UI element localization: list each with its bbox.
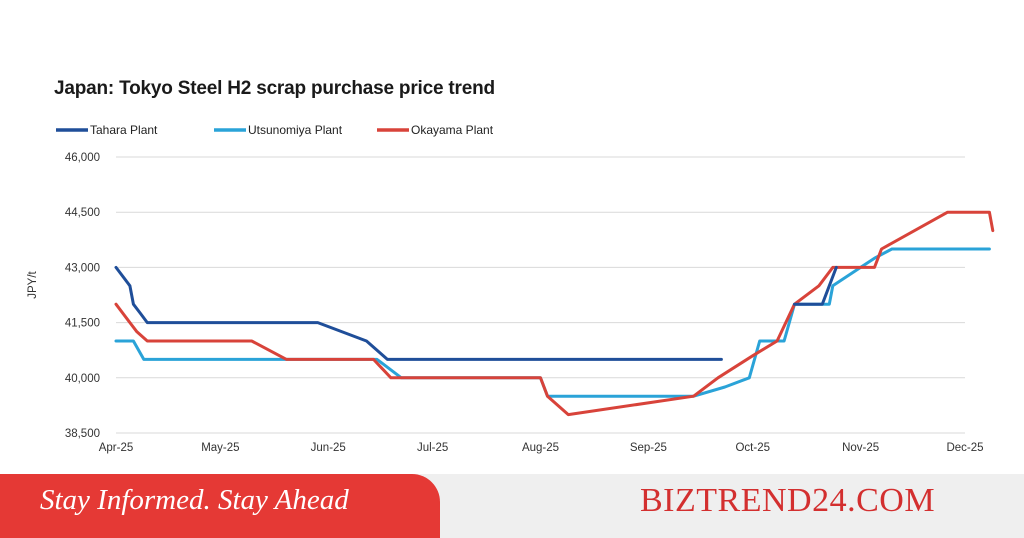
chart-title: Japan: Tokyo Steel H2 scrap purchase pri… [54,78,495,99]
x-tick-label: Dec-25 [946,442,983,454]
x-tick-label: Aug-25 [522,442,559,454]
series-lines [114,210,995,417]
x-tick-label: Apr-25 [99,442,134,454]
series-line [114,210,995,417]
legend-entry: Okayama Plant [411,123,494,137]
y-tick-label: 44,500 [65,207,100,219]
x-tick-label: Nov-25 [842,442,879,454]
y-tick-label: 46,000 [65,152,100,164]
y-tick-label: 40,000 [65,373,100,385]
chart-plot: 38,500 40,000 41,500 43,000 44,500 46,000 Apr-… [27,123,995,454]
legend-entry: Utsunomiya Plant [248,123,343,137]
tagline-banner: Stay Informed. Stay Ahead [0,474,440,538]
grid-lines [116,156,965,434]
footer-bar: Stay Informed. Stay Ahead BIZTREND24.COM [0,474,1024,538]
series-line [114,265,723,361]
x-tick-label: Oct-25 [735,442,770,454]
axis-ticks: 38,500 40,000 41,500 43,000 44,500 46,000 Apr-… [65,152,984,454]
legend-entry: Tahara Plant [90,123,158,137]
legend: Tahara Plant Utsunomiya Plant Okayama Plan… [56,123,494,137]
y-axis-label: JPY/t [27,270,39,298]
series-line [793,265,838,306]
footer-tagline: Stay Informed. Stay Ahead [40,484,349,516]
x-tick-label: Jun-25 [311,442,346,454]
y-tick-label: 41,500 [65,318,100,330]
y-tick-label: 43,000 [65,262,100,274]
brand-logo-text[interactable]: BIZTREND24.COM [640,482,936,519]
y-tick-label: 38,500 [65,428,100,440]
x-tick-label: May-25 [201,442,239,454]
x-tick-label: Jul-25 [417,442,448,454]
x-tick-label: Sep-25 [630,442,667,454]
